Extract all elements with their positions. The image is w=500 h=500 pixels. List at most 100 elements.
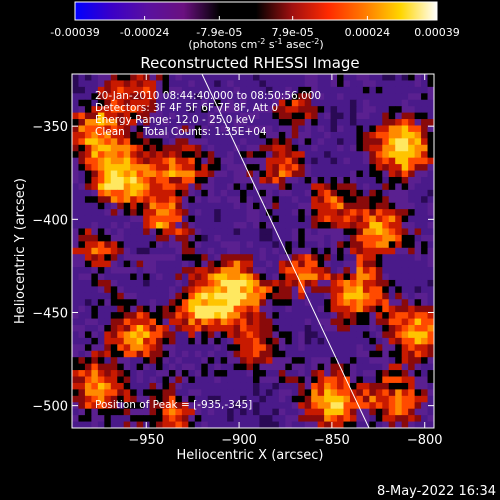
heatmap-cell [91,189,99,197]
heatmap-cell [181,151,189,159]
heatmap-cell [401,292,409,300]
heatmap-cell [265,376,273,384]
heatmap-cell [259,196,267,204]
heatmap-cell [104,254,112,262]
heatmap-cell [343,402,351,410]
heatmap-cell [246,408,254,416]
heatmap-cell [259,164,267,171]
heatmap-cell [304,382,312,390]
heatmap-cell [175,74,183,81]
heatmap-cell [175,402,183,410]
heatmap-cell [265,325,273,332]
heatmap-cell [91,125,99,133]
heatmap-cell [214,357,222,365]
heatmap-cell [188,164,196,171]
heatmap-cell [349,305,357,313]
heatmap-cell [130,318,138,326]
heatmap-cell [343,164,351,171]
heatmap-cell [97,241,105,249]
heatmap-cell [421,125,428,133]
heatmap-cell [285,202,293,210]
heatmap-cell [227,357,234,365]
heatmap-cell [168,151,176,159]
heatmap-cell [78,408,86,416]
heatmap-cell [78,299,86,307]
heatmap-cell [168,389,176,397]
heatmap-cell [388,196,396,204]
heatmap-cell [356,131,364,139]
heatmap-cell [414,350,422,358]
heatmap-cell [233,344,241,352]
heatmap-cell [253,421,260,428]
heatmap-cell [375,138,383,146]
heatmap-cell [91,408,99,416]
heatmap-cell [421,131,428,139]
heatmap-cell [188,157,196,165]
heatmap-cell [168,305,176,313]
heatmap-cell [117,241,125,249]
heatmap-cell [130,389,138,397]
heatmap-cell [253,344,260,352]
heatmap-cell [110,209,118,216]
heatmap-cell [414,74,422,81]
heatmap-cell [265,151,273,159]
heatmap-cell [388,234,396,242]
heatmap-cell [265,382,273,390]
heatmap-cell [207,234,215,242]
heatmap-cell [72,370,79,377]
heatmap-cell [214,93,222,101]
heatmap-cell [337,318,344,326]
heatmap-cell [136,305,144,313]
heatmap-cell [104,80,112,88]
heatmap-cell [291,286,299,294]
heatmap-cell [291,74,299,81]
heatmap-cell [136,357,144,365]
heatmap-cell [259,125,267,133]
heatmap-cell [123,164,131,171]
heatmap-cell [188,119,196,126]
heatmap-cell [408,325,415,332]
heatmap-cell [143,241,150,249]
heatmap-cell [240,415,247,422]
heatmap-cell [356,215,364,223]
heatmap-cell [220,254,228,262]
heatmap-cell [356,370,364,377]
heatmap-cell [194,350,202,358]
heatmap-cell [130,254,138,262]
heatmap-cell [233,357,241,365]
heatmap-cell [317,164,325,171]
heatmap-cell [265,106,273,114]
heatmap-cell [188,267,196,274]
heatmap-cell [149,344,157,352]
heatmap-cell [220,370,228,377]
heatmap-cell [291,131,299,139]
heatmap-cell [427,254,434,262]
heatmap-cell [97,202,105,210]
heatmap-cell [324,241,331,249]
heatmap-cell [253,119,260,126]
heatmap-cell [78,189,86,197]
heatmap-cell [201,402,209,410]
heatmap-cell [388,312,396,319]
heatmap-cell [130,189,138,197]
heatmap-cell [72,357,79,365]
heatmap-cell [123,337,131,345]
heatmap-cell [414,234,422,242]
heatmap-cell [427,138,434,146]
heatmap-cell [227,363,234,371]
heatmap-cell [414,370,422,377]
heatmap-cell [130,408,138,416]
heatmap-cell [388,80,396,88]
heatmap-cell [311,363,319,371]
heatmap-cell [143,170,150,178]
heatmap-cell [201,325,209,332]
heatmap-cell [388,157,396,165]
heatmap-cell [362,350,370,358]
heatmap-cell [181,138,189,146]
heatmap-cell [395,138,403,146]
heatmap-cell [265,183,273,191]
heatmap-cell [220,170,228,178]
heatmap-cell [246,370,254,377]
heatmap-cell [401,299,409,307]
heatmap-cell [272,299,280,307]
